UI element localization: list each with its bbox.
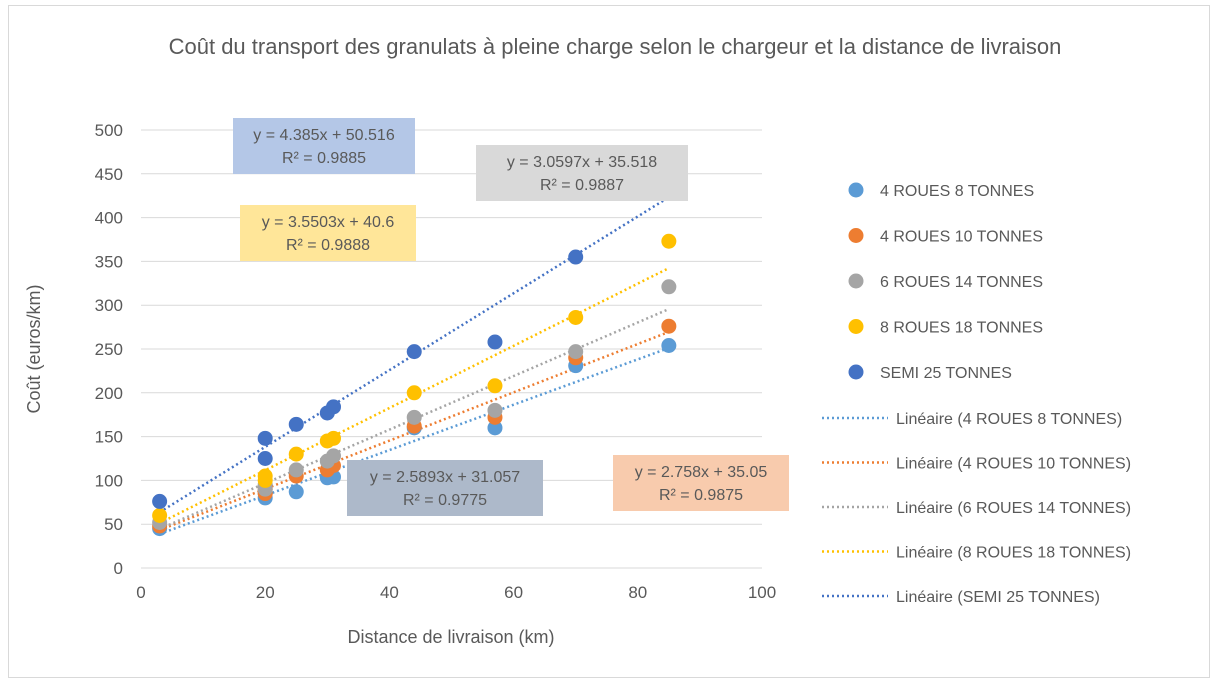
r-squared: R² = 0.9885 — [282, 150, 366, 167]
point — [288, 462, 304, 478]
x-axis-label: Distance de livraison (km) — [347, 627, 554, 647]
chart-border — [8, 5, 1210, 678]
point — [487, 420, 503, 436]
equation-box — [240, 205, 416, 261]
legend-label: 4 ROUES 10 TONNES — [880, 229, 1043, 246]
legend-marker — [848, 228, 864, 243]
x-tick-label: 20 — [256, 583, 275, 602]
point — [568, 309, 584, 325]
point — [326, 430, 342, 446]
equation: y = 2.758x + 35.05 — [635, 464, 768, 481]
trendline — [159, 330, 670, 532]
point — [257, 451, 273, 466]
y-tick-label: 450 — [95, 165, 123, 184]
point — [661, 318, 677, 334]
r-squared: R² = 0.9888 — [286, 237, 370, 254]
equation-box — [476, 145, 688, 201]
equation: y = 3.5503x + 40.6 — [262, 214, 395, 231]
x-tick-label: 40 — [380, 583, 399, 602]
point — [288, 484, 304, 500]
point — [568, 249, 584, 265]
legend-marker — [848, 273, 864, 289]
y-tick-label: 400 — [95, 209, 123, 228]
trendline — [159, 346, 670, 536]
y-tick-label: 250 — [95, 340, 123, 359]
equation: y = 3.0597x + 35.518 — [507, 154, 657, 171]
point — [487, 378, 503, 394]
point — [568, 344, 584, 360]
point — [326, 399, 342, 415]
r-squared: R² = 0.9875 — [659, 487, 743, 504]
y-tick-label: 150 — [95, 428, 123, 447]
x-tick-label: 100 — [748, 583, 776, 602]
point — [288, 416, 304, 432]
legend-label: Linéaire (6 ROUES 14 TONNES) — [896, 500, 1131, 517]
x-tick-label: 80 — [628, 583, 647, 602]
legend-marker — [848, 182, 864, 198]
r-squared: R² = 0.9775 — [403, 492, 487, 509]
point — [487, 402, 503, 418]
equation: y = 2.5893x + 31.057 — [370, 469, 520, 486]
legend-label: Linéaire (8 ROUES 18 TONNES) — [896, 545, 1131, 562]
y-tick-label: 100 — [95, 471, 123, 490]
point — [152, 493, 168, 509]
chart-title: Coût du transport des granulats à pleine… — [169, 34, 1062, 59]
equation: y = 4.385x + 50.516 — [253, 127, 395, 144]
equation-box — [347, 460, 543, 516]
point — [661, 233, 677, 249]
legend-label: 8 ROUES 18 TONNES — [880, 320, 1043, 337]
point — [661, 279, 677, 295]
point — [288, 446, 304, 462]
y-tick-label: 200 — [95, 384, 123, 403]
legend-label: 4 ROUES 8 TONNES — [880, 183, 1034, 200]
y-tick-label: 500 — [95, 121, 123, 140]
x-tick-label: 60 — [504, 583, 523, 602]
point — [406, 385, 422, 401]
point — [326, 448, 342, 464]
point — [257, 472, 273, 488]
y-axis-label: Coût (euros/km) — [24, 284, 44, 413]
point — [406, 409, 422, 425]
legend-label: 6 ROUES 14 TONNES — [880, 274, 1043, 291]
legend-marker — [848, 319, 864, 334]
r-squared: R² = 0.9887 — [540, 177, 624, 194]
point — [257, 430, 273, 446]
point — [661, 337, 677, 353]
equation-box — [233, 118, 415, 174]
legend-label: SEMI 25 TONNES — [880, 365, 1012, 382]
y-tick-label: 0 — [114, 559, 123, 578]
legend-label: Linéaire (4 ROUES 8 TONNES) — [896, 411, 1122, 428]
point — [406, 344, 422, 360]
y-tick-label: 50 — [104, 515, 123, 534]
legend-label: Linéaire (4 ROUES 10 TONNES) — [896, 456, 1131, 473]
equation-box — [613, 455, 789, 511]
point — [152, 507, 168, 523]
legend-marker — [848, 364, 864, 380]
legend-label: Linéaire (SEMI 25 TONNES) — [896, 589, 1100, 606]
y-tick-label: 350 — [95, 252, 123, 271]
y-tick-label: 300 — [95, 296, 123, 315]
point — [487, 334, 503, 350]
x-tick-label: 0 — [136, 583, 145, 602]
